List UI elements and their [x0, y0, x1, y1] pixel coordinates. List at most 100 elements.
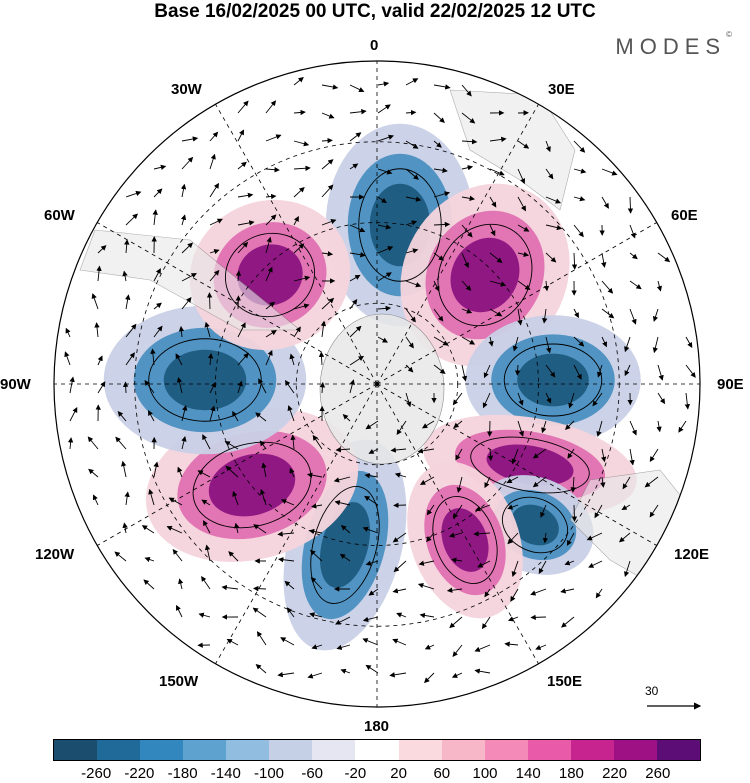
wind-vector [265, 349, 273, 366]
colorbar-tick-label: -220 [124, 765, 155, 782]
wind-vector [224, 441, 239, 450]
wind-vector [621, 504, 631, 511]
wind-vector [349, 252, 366, 258]
south-pole-marker [375, 382, 379, 386]
wind-vector [349, 379, 355, 394]
wind-vector [517, 308, 523, 326]
wind-vector [657, 252, 671, 263]
wind-vector [209, 381, 216, 394]
wind-vector [473, 531, 491, 537]
wind-vector [405, 336, 414, 349]
wind-vector [489, 308, 503, 317]
high-anomaly-150e [407, 461, 523, 619]
wind-vector [289, 353, 295, 366]
wind-vector [87, 436, 99, 450]
contour-line [192, 441, 312, 529]
wind-vector [209, 218, 223, 226]
wind-vector [181, 405, 188, 422]
wind-vector [545, 392, 552, 404]
colorbar-tick-label: 20 [390, 765, 407, 782]
wind-vector [319, 381, 326, 394]
wind-vector [148, 410, 155, 422]
wind-vector [309, 549, 323, 562]
wind-vector [517, 392, 524, 406]
wind-vector [517, 224, 530, 232]
wind-vector [405, 109, 417, 116]
low-anomaly-90e [465, 315, 641, 445]
wind-vector [405, 308, 416, 323]
wind-vector [600, 476, 606, 488]
wind-vector [488, 336, 494, 347]
wind-vector [396, 612, 407, 618]
wind-vector [321, 112, 335, 119]
anomaly-level [517, 353, 589, 407]
colorbar-tick-label: -260 [81, 765, 112, 782]
wind-vector [656, 420, 662, 433]
wind-vector [365, 420, 379, 430]
wind-vector [507, 616, 519, 622]
wind-vector [293, 165, 311, 171]
wind-vector [368, 588, 379, 596]
colorbar-tick-label: -20 [344, 765, 367, 782]
wind-vector [461, 112, 476, 124]
wind-vector [234, 522, 240, 534]
landmass [79, 89, 700, 601]
logo-mark: © [726, 30, 732, 39]
wind-vector [97, 381, 106, 394]
wind-vector [181, 273, 197, 282]
colorbar-tick-label: -140 [210, 765, 241, 782]
wind-vector [629, 224, 636, 239]
lon-label-90e: 90E [717, 376, 744, 393]
wind-vector [209, 182, 220, 198]
wind-vector [545, 336, 552, 354]
contour-line [470, 436, 590, 494]
wind-vector [507, 504, 519, 510]
wind-vector [284, 580, 295, 590]
wind-vector [265, 330, 277, 338]
wind-vector [209, 153, 216, 170]
wind-vector [649, 504, 659, 518]
wind-vector [125, 323, 137, 338]
wind-vector [489, 224, 496, 237]
wind-vector [141, 525, 155, 534]
wind-vector [91, 293, 99, 310]
wind-vector [656, 280, 663, 292]
wind-vector [456, 476, 463, 493]
colorbar-swatch [570, 740, 614, 760]
wind-vector [452, 644, 463, 657]
wind-vector [405, 248, 419, 254]
wind-vector [392, 638, 407, 646]
wind-vector [506, 476, 519, 484]
wind-vector [125, 213, 138, 226]
wind-vector [601, 252, 607, 268]
wind-vector [150, 348, 156, 366]
colorbar-swatch [226, 740, 270, 760]
wind-vector [540, 504, 547, 518]
wind-vector [405, 364, 414, 373]
wind-vector [624, 336, 631, 353]
lon-label-30e: 30E [548, 81, 575, 98]
map-boundary [53, 60, 701, 708]
wind-vector [201, 575, 211, 590]
wind-vector [566, 532, 575, 546]
wind-vector [117, 410, 127, 422]
wind-vector [349, 298, 358, 310]
wind-vector [377, 224, 392, 230]
wind-vector [601, 308, 615, 319]
wind-vector [221, 584, 239, 591]
wind-vector [339, 553, 351, 562]
wind-vector [483, 364, 491, 379]
wind-vector [601, 280, 614, 294]
colorbar-tick-label: 220 [602, 765, 628, 782]
wind-vector [629, 420, 637, 436]
wind-vector [166, 525, 183, 534]
wind-vector [202, 434, 211, 450]
lon-label-30w: 30W [171, 81, 202, 98]
wind-vector [433, 112, 445, 123]
wind-vector [293, 215, 299, 226]
wind-vector [253, 524, 267, 534]
wind-vector [321, 184, 334, 198]
wind-vector [451, 557, 463, 563]
antarctica-shape [319, 313, 445, 465]
wind-vector [629, 448, 635, 466]
